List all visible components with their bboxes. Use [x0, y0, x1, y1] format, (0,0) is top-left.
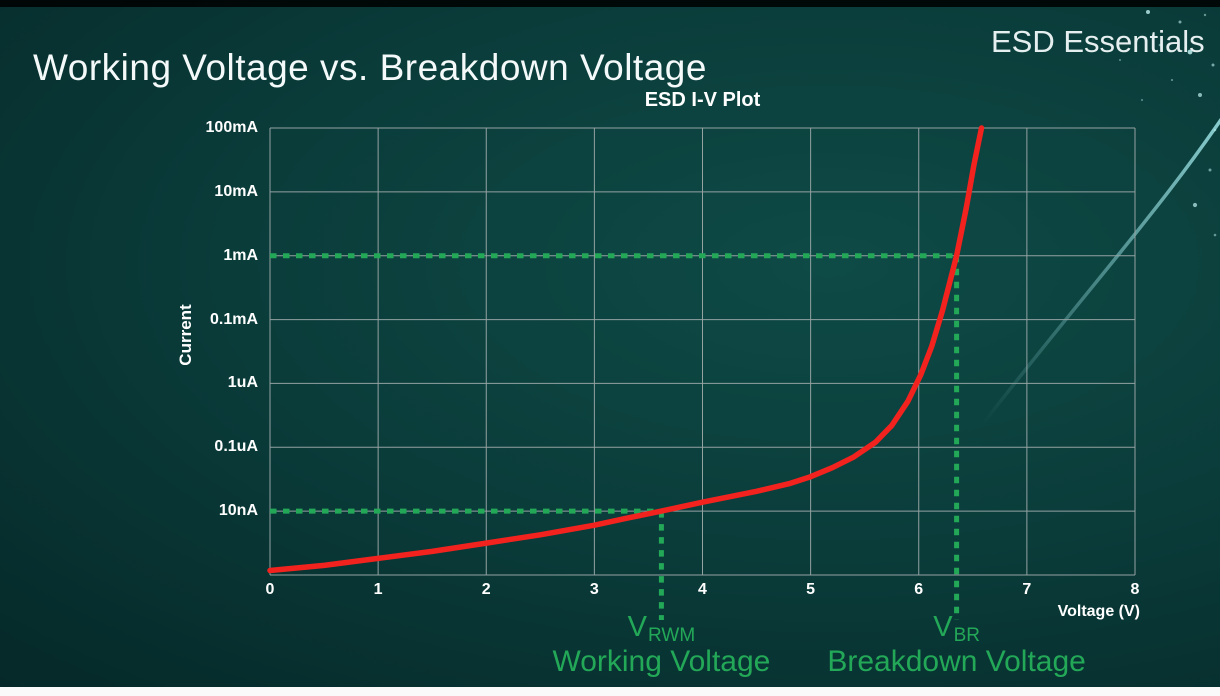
vrwm-caption: Working Voltage [552, 645, 771, 678]
decorative-dots [1118, 10, 1217, 237]
page-title: Working Voltage vs. Breakdown Voltage [33, 46, 707, 88]
x-tick-label: 8 [1130, 581, 1140, 598]
x-tick-label: 0 [265, 581, 275, 598]
y-tick-label: 0.1mA [209, 310, 258, 328]
vrwm-symbol-label: VRWM [627, 611, 696, 646]
brand-logo-text: ESD Essentials [991, 24, 1205, 59]
x-tick-label: 6 [914, 581, 924, 598]
x-tick-label: 7 [1022, 581, 1032, 598]
y-tick-label: 1uA [227, 374, 258, 392]
top-letterbox-bar [0, 0, 1220, 7]
x-axis-label: Voltage (V) [1057, 603, 1140, 620]
iv-curve [267, 125, 985, 574]
x-tick-label: 1 [373, 581, 383, 598]
y-tick-label: 100mA [205, 119, 258, 136]
x-tick-label: 4 [698, 581, 707, 598]
decorative-swoosh [980, 117, 1220, 427]
y-tick-label: 0.1uA [214, 438, 258, 456]
y-tick-label: 10mA [214, 182, 258, 200]
vbr-symbol-label: VBR [933, 611, 980, 646]
x-tick-label: 2 [481, 581, 491, 598]
x-tick-label: 5 [806, 581, 816, 598]
x-tick-label: 3 [589, 581, 599, 598]
y-tick-label: 1mA [223, 246, 258, 264]
chart-title: ESD I-V Plot [644, 89, 761, 111]
y-tick-label: 10nA [218, 502, 258, 520]
vbr-caption: Breakdown Voltage [827, 645, 1086, 678]
bottom-letterbox-bar [0, 687, 1220, 696]
